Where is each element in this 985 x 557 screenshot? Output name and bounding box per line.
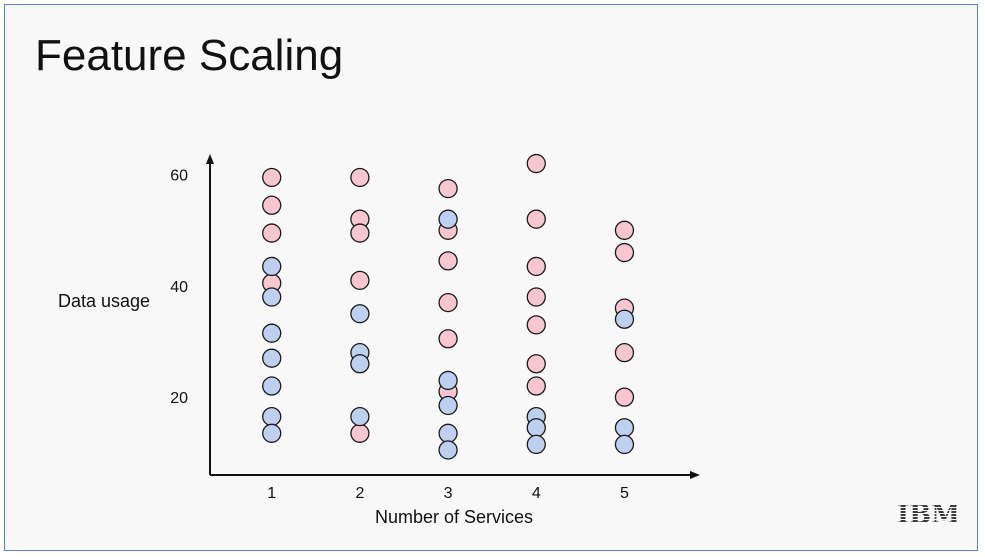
blue-data-point	[262, 406, 282, 427]
pink-data-point	[526, 354, 546, 374]
y-tick-label: 60	[170, 168, 188, 185]
slide-title: Feature Scaling	[35, 31, 344, 80]
blue-data-point	[438, 370, 458, 391]
blue-data-point	[350, 406, 370, 427]
x-tick-label: 5	[620, 485, 629, 502]
x-axis-label: Number of Services	[375, 507, 533, 527]
pink-data-point	[614, 242, 635, 263]
blue-data-point	[350, 354, 370, 374]
y-axis-arrow	[206, 154, 214, 164]
blue-data-point	[262, 256, 282, 277]
pink-data-point	[262, 223, 282, 243]
blue-data-point	[614, 434, 635, 455]
blue-data-point	[526, 418, 546, 438]
blue-data-point	[262, 423, 282, 443]
pink-data-point	[526, 287, 546, 307]
pink-data-point	[350, 423, 370, 443]
pink-data-point	[526, 256, 546, 277]
blue-data-point	[438, 395, 458, 416]
blue-data-point	[438, 423, 458, 443]
pink-data-point	[526, 315, 546, 335]
slide-frame: Feature Scaling	[4, 4, 978, 551]
x-axis-arrow	[690, 471, 700, 479]
pink-data-point	[438, 251, 458, 271]
y-axis-label: Data usage	[58, 291, 150, 311]
ibm-logo: IBM	[897, 502, 957, 526]
blue-data-point	[526, 434, 546, 455]
blue-data-point	[614, 418, 635, 438]
x-tick-label: 1	[267, 485, 276, 502]
pink-data-point	[526, 209, 546, 229]
blue-data-point	[262, 323, 282, 343]
pink-data-point	[438, 329, 458, 349]
blue-data-point	[262, 376, 282, 396]
pink-data-point	[614, 387, 635, 407]
pink-data-point	[526, 376, 546, 396]
x-tick-label: 3	[444, 485, 453, 502]
blue-data-point	[350, 304, 370, 324]
chart-axes	[206, 154, 700, 479]
pink-data-point	[438, 178, 458, 199]
y-tick-label: 40	[170, 279, 188, 296]
logo-text: IBM	[897, 502, 957, 526]
pink-data-point	[438, 292, 458, 313]
x-tick-label: 4	[532, 485, 541, 502]
pink-data-point	[614, 220, 635, 240]
pink-data-point	[350, 270, 370, 291]
blue-data-point	[262, 287, 282, 307]
pink-data-point	[262, 195, 282, 215]
pink-data-point	[350, 223, 370, 243]
y-tick-label: 20	[170, 390, 188, 407]
pink-data-point	[614, 342, 635, 363]
chart-ticks: 1 2 3 4 5 20 40 60	[170, 168, 629, 502]
x-tick-label: 2	[355, 485, 364, 502]
blue-data-point	[614, 309, 635, 329]
blue-data-point	[262, 348, 282, 368]
pink-data-point	[262, 167, 282, 188]
chart-points	[262, 153, 635, 460]
pink-data-point	[526, 153, 546, 174]
pink-data-point	[350, 167, 370, 188]
blue-data-point	[438, 209, 458, 229]
blue-data-point	[438, 440, 458, 460]
